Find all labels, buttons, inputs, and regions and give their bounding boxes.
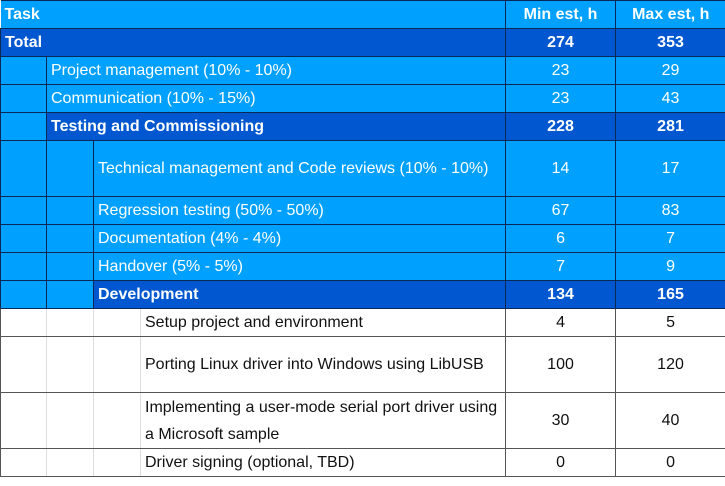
min-estimate-cell[interactable]: 134 <box>505 280 617 309</box>
task-cell[interactable]: Project management (10% - 10%) <box>45 56 507 85</box>
min-estimate-cell[interactable]: 0 <box>505 448 617 477</box>
max-estimate-cell[interactable]: 120 <box>615 336 725 393</box>
table-row[interactable]: Development 134 165 <box>0 280 725 309</box>
indent-cell <box>93 392 141 449</box>
min-estimate-cell[interactable]: 67 <box>505 196 617 225</box>
max-estimate-cell[interactable]: 281 <box>615 112 725 141</box>
task-cell[interactable]: Setup project and environment <box>139 308 507 337</box>
indent-cell <box>0 196 47 225</box>
indent-cell <box>46 224 94 253</box>
indent-cell <box>46 448 94 477</box>
table-row[interactable]: Regression testing (50% - 50%) 67 83 <box>0 196 725 225</box>
indent-cell <box>46 308 94 337</box>
min-estimate-cell[interactable]: 100 <box>505 336 617 393</box>
table-row[interactable]: Handover (5% - 5%) 7 9 <box>0 252 725 281</box>
indent-cell <box>46 392 94 449</box>
header-min: Min est, h <box>505 0 616 29</box>
indent-cell <box>0 336 47 393</box>
max-estimate-cell[interactable]: 0 <box>615 448 725 477</box>
indent-cell <box>0 224 47 253</box>
min-estimate-cell[interactable]: 274 <box>505 28 617 57</box>
table-row[interactable]: Driver signing (optional, TBD) 0 0 <box>0 448 725 477</box>
max-estimate-cell[interactable]: 83 <box>615 196 725 225</box>
min-estimate-cell[interactable]: 14 <box>505 140 617 197</box>
table-row[interactable]: Total 274 353 <box>0 28 725 57</box>
table-row[interactable]: Project management (10% - 10%) 23 29 <box>0 56 725 85</box>
header-max: Max est, h <box>615 0 725 29</box>
indent-cell <box>0 140 47 197</box>
table-row[interactable]: Testing and Commissioning 228 281 <box>0 112 725 141</box>
min-estimate-cell[interactable]: 30 <box>505 392 617 449</box>
indent-cell <box>0 280 47 309</box>
max-estimate-cell[interactable]: 353 <box>615 28 725 57</box>
task-cell[interactable]: Total <box>0 28 507 57</box>
table-row[interactable]: Porting Linux driver into Windows using … <box>0 336 725 393</box>
task-cell[interactable]: Porting Linux driver into Windows using … <box>139 336 507 393</box>
max-estimate-cell[interactable]: 9 <box>615 252 725 281</box>
indent-cell <box>0 112 47 141</box>
task-cell[interactable]: Testing and Commissioning <box>45 112 507 141</box>
indent-cell <box>46 336 94 393</box>
max-estimate-cell[interactable]: 7 <box>615 224 725 253</box>
indent-cell <box>93 448 141 477</box>
indent-cell <box>0 252 47 281</box>
indent-cell <box>46 280 94 309</box>
max-estimate-cell[interactable]: 17 <box>615 140 725 197</box>
table-row[interactable]: Setup project and environment 4 5 <box>0 308 725 337</box>
task-cell[interactable]: Communication (10% - 15%) <box>45 84 507 113</box>
indent-cell <box>93 336 141 393</box>
table-row[interactable]: Technical management and Code reviews (1… <box>0 140 725 197</box>
indent-cell <box>0 392 47 449</box>
max-estimate-cell[interactable]: 40 <box>615 392 725 449</box>
min-estimate-cell[interactable]: 23 <box>505 56 617 85</box>
indent-cell <box>46 140 94 197</box>
indent-cell <box>0 84 47 113</box>
min-estimate-cell[interactable]: 23 <box>505 84 617 113</box>
min-estimate-cell[interactable]: 7 <box>505 252 617 281</box>
max-estimate-cell[interactable]: 165 <box>615 280 725 309</box>
table-row[interactable]: Implementing a user-mode serial port dri… <box>0 392 725 449</box>
task-cell[interactable]: Driver signing (optional, TBD) <box>139 448 507 477</box>
min-estimate-cell[interactable]: 6 <box>505 224 617 253</box>
table-row[interactable]: Communication (10% - 15%) 23 43 <box>0 84 725 113</box>
indent-cell <box>0 308 47 337</box>
task-cell[interactable]: Regression testing (50% - 50%) <box>92 196 507 225</box>
max-estimate-cell[interactable]: 29 <box>615 56 725 85</box>
indent-cell <box>46 252 94 281</box>
indent-cell <box>0 448 47 477</box>
indent-cell <box>46 196 94 225</box>
task-cell[interactable]: Documentation (4% - 4%) <box>92 224 507 253</box>
min-estimate-cell[interactable]: 4 <box>505 308 617 337</box>
indent-cell <box>93 308 141 337</box>
indent-cell <box>0 56 47 85</box>
header-task: Task <box>0 0 506 29</box>
table-row[interactable]: Documentation (4% - 4%) 6 7 <box>0 224 725 253</box>
header-row: Task Min est, h Max est, h <box>0 0 725 29</box>
task-cell[interactable]: Implementing a user-mode serial port dri… <box>139 392 507 449</box>
task-cell[interactable]: Development <box>92 280 507 309</box>
task-cell[interactable]: Technical management and Code reviews (1… <box>92 140 507 197</box>
max-estimate-cell[interactable]: 5 <box>615 308 725 337</box>
min-estimate-cell[interactable]: 228 <box>505 112 617 141</box>
max-estimate-cell[interactable]: 43 <box>615 84 725 113</box>
task-cell[interactable]: Handover (5% - 5%) <box>92 252 507 281</box>
